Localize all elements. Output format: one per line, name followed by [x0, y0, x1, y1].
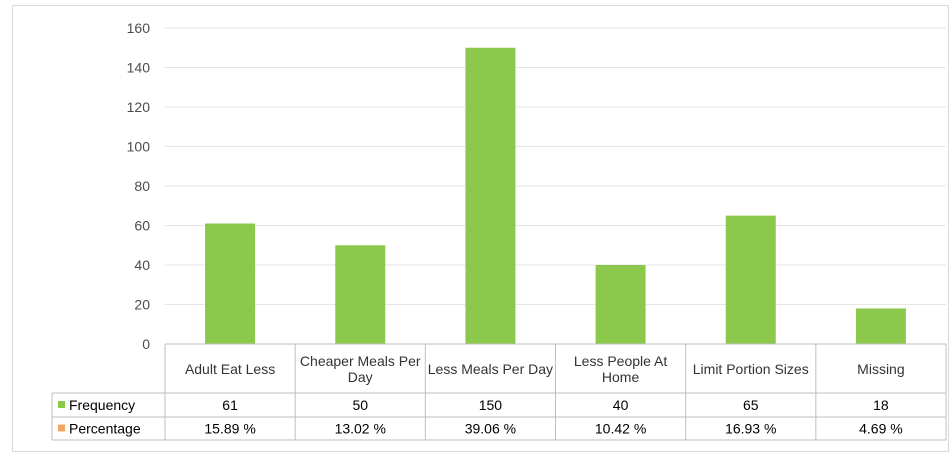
category-label-box: Adult Eat Less — [184, 360, 276, 377]
percentage-value: 13.02 % — [335, 421, 386, 437]
y-tick-label: 100 — [127, 139, 151, 155]
y-tick-label: 40 — [134, 257, 150, 273]
bar — [725, 215, 776, 344]
bar — [205, 223, 256, 344]
bar — [595, 265, 646, 344]
category-label: Missing — [857, 360, 905, 377]
category-label: Less Meals Per Day — [427, 360, 554, 377]
category-label: Less People At Home — [573, 352, 668, 385]
chart-frame — [12, 5, 949, 452]
frequency-row-label: Frequency — [69, 397, 135, 413]
y-tick-label: 140 — [127, 60, 151, 76]
percentage-value: 15.89 % — [204, 421, 255, 437]
category-label-box: Less Meals Per Day — [427, 360, 554, 377]
frequency-value: 18 — [873, 397, 889, 413]
y-tick-label: 80 — [134, 178, 150, 194]
percentage-row-label: Percentage — [69, 421, 141, 437]
category-label: Limit Portion Sizes — [692, 360, 809, 377]
y-tick-label: 20 — [134, 297, 150, 313]
category-label: Cheaper Meals Per Day — [299, 352, 421, 385]
frequency-legend-key — [58, 401, 65, 408]
bar — [465, 47, 516, 344]
category-label-box: Less People At Home — [573, 352, 668, 385]
bar — [855, 308, 906, 344]
y-tick-label: 60 — [134, 218, 150, 234]
category-label-box: Cheaper Meals Per Day — [299, 352, 421, 385]
category-label: Adult Eat Less — [184, 360, 276, 377]
percentage-value: 39.06 % — [465, 421, 516, 437]
percentage-legend-key — [58, 424, 65, 432]
y-tick-label: 160 — [127, 20, 151, 36]
frequency-value: 40 — [613, 397, 629, 413]
y-tick-label: 120 — [127, 99, 151, 115]
percentage-value: 4.69 % — [859, 421, 903, 437]
frequency-value: 65 — [743, 397, 759, 413]
category-label-box: Missing — [857, 360, 905, 377]
frequency-value: 50 — [352, 397, 368, 413]
y-tick-label: 0 — [142, 336, 150, 352]
frequency-value: 150 — [479, 397, 503, 413]
percentage-value: 10.42 % — [595, 421, 646, 437]
bar — [335, 245, 386, 344]
percentage-value: 16.93 % — [725, 421, 776, 437]
category-label-box: Limit Portion Sizes — [692, 360, 809, 377]
frequency-value: 61 — [222, 397, 238, 413]
